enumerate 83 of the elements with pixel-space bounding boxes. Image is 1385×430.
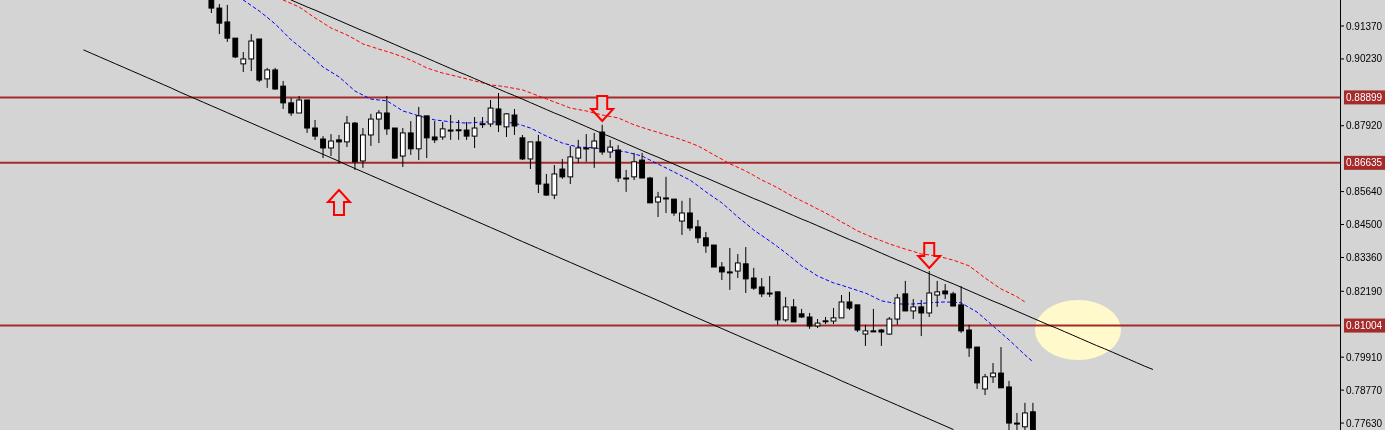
- candlestick: [631, 152, 637, 181]
- line-series: [83, 49, 954, 430]
- candlestick: [336, 134, 342, 165]
- y-tick-label: 0.91370: [1346, 20, 1383, 32]
- y-tick-label: 0.90230: [1346, 53, 1383, 65]
- candlestick: [934, 280, 941, 308]
- candlestick: [375, 109, 382, 144]
- candlestick: [216, 3, 223, 35]
- y-tick-label: 0.85640: [1346, 186, 1383, 198]
- candlestick: [383, 95, 390, 136]
- candlestick: [902, 280, 909, 312]
- y-tick-label: 0.87920: [1346, 120, 1383, 132]
- candlestick: [559, 158, 566, 180]
- candlestick: [328, 133, 334, 157]
- candlestick: [782, 296, 789, 323]
- candlestick: [320, 135, 326, 159]
- candlestick: [455, 119, 462, 141]
- candlestick: [312, 119, 318, 141]
- candlestick: [575, 139, 582, 164]
- candlestick: [607, 139, 614, 159]
- candlestick: [368, 113, 374, 147]
- candlestick: [758, 277, 765, 298]
- candlestick: [567, 145, 574, 185]
- y-tick-label: 0.84500: [1346, 219, 1383, 231]
- candlestick: [742, 246, 749, 294]
- candlestick: [264, 67, 271, 89]
- candlestick: [663, 176, 669, 214]
- candlestick: [990, 362, 996, 384]
- candlestick: [623, 169, 630, 193]
- candlestick: [344, 115, 350, 148]
- line-series: [290, 0, 1154, 370]
- candlestick: [790, 298, 797, 323]
- candlestick: [726, 247, 733, 291]
- candlestick: [399, 127, 406, 168]
- y-tick-label: 0.83360: [1346, 251, 1383, 263]
- candlestick: [248, 33, 255, 72]
- candlestick: [591, 132, 598, 169]
- candlestick: [998, 346, 1004, 389]
- candlestick: [766, 275, 773, 298]
- candlestick: [280, 80, 287, 110]
- ref-line-label: 0.86635: [1346, 157, 1383, 169]
- candlestick: [224, 4, 231, 43]
- y-tick-label: 0.79910: [1346, 351, 1383, 363]
- candlestick: [750, 267, 757, 291]
- candlestick: [679, 200, 685, 236]
- candlestick: [655, 191, 661, 218]
- candlestick: [894, 293, 901, 326]
- candlestick: [870, 308, 877, 333]
- line-series: [242, 0, 1034, 363]
- candlestick: [1014, 412, 1020, 430]
- candlestick: [527, 141, 534, 170]
- candlestick: [551, 164, 558, 200]
- ref-line-label: 0.81004: [1346, 320, 1383, 332]
- candlestick: [1030, 402, 1036, 430]
- candlestick: [695, 219, 701, 244]
- candlestick: [982, 373, 988, 396]
- candlestick: [918, 299, 925, 337]
- candlestick: [703, 231, 709, 254]
- ref-line-label: 0.88899: [1346, 91, 1383, 103]
- candlestick: [543, 173, 550, 197]
- candlestick: [240, 51, 247, 73]
- candlestick: [599, 124, 606, 156]
- candlestick: [519, 134, 526, 161]
- candlestick: [734, 253, 741, 279]
- candlestick: [926, 270, 933, 318]
- candlestick: [966, 324, 972, 358]
- line-series: [282, 0, 1026, 303]
- candlestick: [910, 298, 917, 320]
- candlestick: [272, 67, 279, 91]
- candlestick: [687, 197, 693, 232]
- y-tick-label: 0.82190: [1346, 285, 1383, 297]
- candlestick: [1022, 402, 1028, 430]
- candlestick: [431, 120, 438, 144]
- candlestick: [639, 152, 645, 179]
- candlestick: [407, 120, 414, 156]
- candlestick: [423, 115, 430, 159]
- y-tick-label: 0.77630: [1346, 417, 1383, 429]
- candlestick: [710, 244, 717, 268]
- candlestick: [447, 114, 454, 141]
- candlestick: [862, 324, 869, 347]
- y-tick-label: 0.78770: [1346, 384, 1383, 396]
- candlestick: [471, 116, 478, 149]
- candlestick: [583, 133, 590, 163]
